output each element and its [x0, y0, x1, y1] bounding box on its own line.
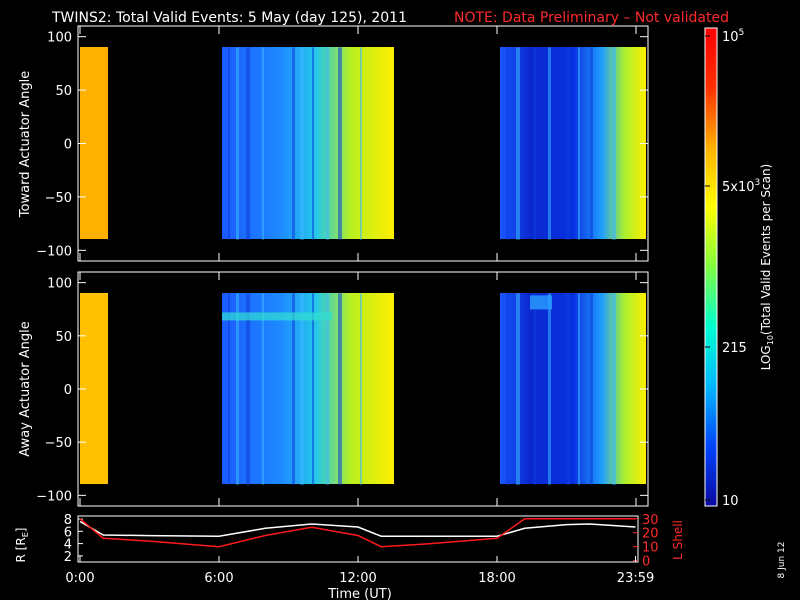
- heatmap-stripe: [292, 293, 295, 485]
- colorbar-tick-label: 5x103: [722, 178, 760, 195]
- heatmap-stripe: [566, 293, 570, 485]
- x-tick-label: 6:00: [204, 571, 233, 586]
- y-tick-label: 100: [47, 277, 72, 292]
- date-stamp: 8 Jun 12: [777, 542, 787, 579]
- heatmap-stripe: [312, 293, 314, 485]
- away-panel: Away Actuator Angle: [18, 271, 649, 507]
- preliminary-note: NOTE: Data Preliminary – Not validated: [454, 10, 729, 26]
- y-tick-label: −100: [36, 489, 72, 504]
- heatmap-stripe: [578, 293, 580, 485]
- heatmap-block: [500, 293, 646, 484]
- colorbar: LOG10(Total Valid Events per Scan): [704, 27, 775, 507]
- heatmap-stripe: [360, 293, 362, 485]
- y-tick-label: −50: [45, 191, 72, 206]
- r-tick-label: 2: [64, 550, 72, 565]
- y-tick-label: 0: [64, 138, 72, 153]
- heatmap-stripe: [228, 293, 230, 485]
- lshell-axis-label: L Shell: [671, 520, 685, 560]
- heatmap-stripe: [326, 47, 329, 240]
- heatmap-stripe: [236, 47, 239, 240]
- heatmap-stripe: [246, 47, 250, 240]
- heatmap-stripe: [228, 47, 230, 240]
- heatmap-stripe: [338, 47, 342, 240]
- heatmap-stripe: [516, 47, 520, 240]
- heatmap-stripe: [590, 293, 593, 485]
- heatmap-stripe: [326, 293, 329, 485]
- heatmap-block: [222, 293, 394, 484]
- heatmap-stripe: [236, 293, 239, 485]
- heatmap-block: [500, 47, 646, 239]
- heatmap-stripe: [360, 47, 362, 240]
- heatmap-stripe: [548, 293, 551, 485]
- y-tick-label: 50: [55, 84, 72, 99]
- heatmap-block: [222, 47, 394, 239]
- heatmap-stripe: [566, 47, 570, 240]
- colorbar-label: LOG10(Total Valid Events per Scan): [759, 164, 775, 371]
- heatmap-stripe: [246, 293, 250, 485]
- colorbar-tick-label: 215: [722, 341, 747, 356]
- orbit-panel: R [RE] L Shell: [14, 515, 685, 563]
- heatmap-stripe: [300, 293, 304, 485]
- y-tick-label: 50: [55, 330, 72, 345]
- radius-line: [79, 520, 636, 537]
- x-tick-label: 12:00: [339, 571, 376, 586]
- r-axis-label: R [RE]: [14, 528, 30, 563]
- heatmap-stripe: [578, 47, 580, 240]
- lshell-tick-label: 30: [642, 513, 659, 528]
- lshell-tick-label: 20: [642, 527, 659, 542]
- r-tick-label: 4: [64, 538, 72, 553]
- heatmap-stripe: [338, 293, 342, 485]
- x-tick-label: 18:00: [478, 571, 515, 586]
- heatmap-stripe: [548, 47, 551, 240]
- toward-panel: Toward Actuator Angle: [18, 25, 649, 262]
- heatmap-stripe: [262, 47, 264, 240]
- y-tick-label: 0: [64, 383, 72, 398]
- heatmap-stripe: [300, 47, 304, 240]
- heatmap-stripe: [506, 47, 509, 240]
- colorbar-tick-label: 105: [722, 28, 744, 45]
- x-tick-label: 23:59: [617, 571, 654, 586]
- heatmap-stripe: [292, 47, 295, 240]
- heatmap-stripe: [534, 293, 536, 485]
- y-axis-label: Toward Actuator Angle: [18, 71, 33, 218]
- heatmap-stripe: [516, 293, 520, 485]
- y-tick-label: −50: [45, 436, 72, 451]
- x-axis-label: Time (UT): [327, 587, 392, 600]
- heatmap-stripe: [612, 47, 616, 240]
- y-tick-label: −100: [36, 244, 72, 259]
- heatmap-stripe: [312, 47, 314, 240]
- lshell-tick-label: 0: [642, 555, 650, 570]
- r-tick-label: 8: [64, 513, 72, 528]
- heatmap-stripe: [612, 293, 616, 485]
- heatmap-stripe: [262, 293, 264, 485]
- x-tick-label: 0:00: [65, 571, 94, 586]
- heatmap-stripe: [590, 47, 593, 240]
- r-tick-label: 6: [64, 525, 72, 540]
- heatmap-stripe: [534, 47, 536, 240]
- chart-title: TWINS2: Total Valid Events: 5 May (day 1…: [51, 10, 407, 26]
- y-tick-label: 100: [47, 31, 72, 46]
- heatmap-band: [530, 295, 552, 310]
- lshell-line: [79, 518, 636, 548]
- heatmap-band: [222, 312, 332, 321]
- lshell-tick-label: 10: [642, 541, 659, 556]
- colorbar-tick-label: 10: [722, 494, 739, 509]
- y-axis-label: Away Actuator Angle: [18, 321, 33, 456]
- heatmap-stripe: [506, 293, 509, 485]
